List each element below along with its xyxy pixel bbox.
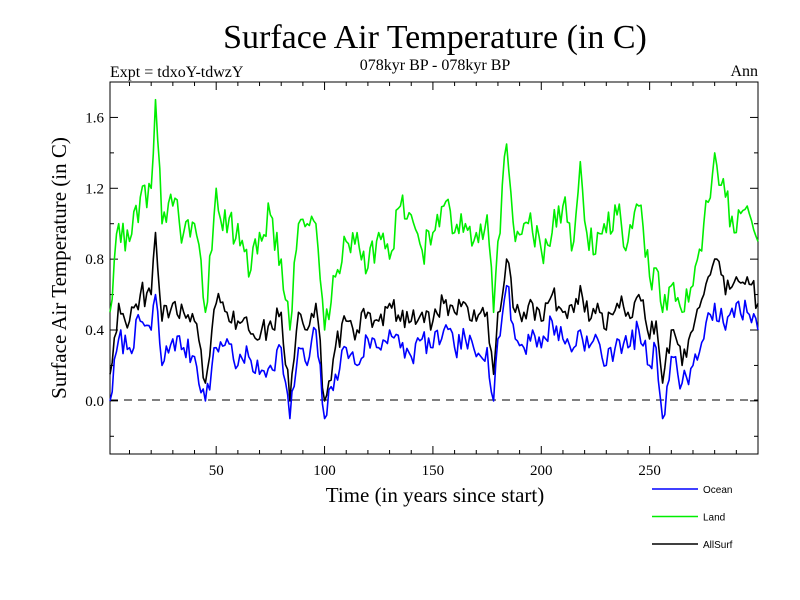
series-line-allsurf (109, 231, 759, 402)
chart-title: Surface Air Temperature (in C) (223, 19, 647, 56)
y-tick-label: 1.6 (85, 110, 104, 126)
series-lines (109, 98, 759, 420)
y-tick-label: 0.0 (85, 394, 104, 410)
plot-frame (109, 81, 759, 455)
y-tick-label: 0.8 (85, 252, 104, 268)
period-label: Ann (730, 63, 758, 80)
y-tick-label: 0.4 (85, 323, 104, 339)
chart-subtitle: 078kyr BP - 078kyr BP (360, 57, 511, 74)
legend-label: Land (703, 513, 725, 524)
x-tick-label: 200 (530, 463, 553, 479)
y-axis: 0.0 0.4 0.8 1.2 1.6 (85, 110, 758, 437)
legend: Ocean Land AllSurf (652, 485, 733, 551)
series-line-ocean (109, 284, 759, 420)
plot-area (109, 81, 759, 455)
x-tick-label: 50 (209, 463, 224, 479)
x-tick-label: 150 (422, 463, 445, 479)
experiment-label: Expt = tdxoY-tdwzY (110, 64, 244, 81)
x-tick-label: 100 (313, 463, 336, 479)
x-axis-label: Time (in years since start) (326, 483, 545, 507)
x-tick-label: 250 (638, 463, 661, 479)
y-tick-label: 1.2 (85, 181, 104, 197)
legend-label: AllSurf (703, 540, 733, 551)
series-line-land (109, 98, 759, 331)
legend-label: Ocean (703, 485, 732, 496)
x-axis: 50 100 150 200 250 (129, 82, 737, 479)
y-axis-label: Surface Air Temperature (in C) (47, 137, 71, 399)
